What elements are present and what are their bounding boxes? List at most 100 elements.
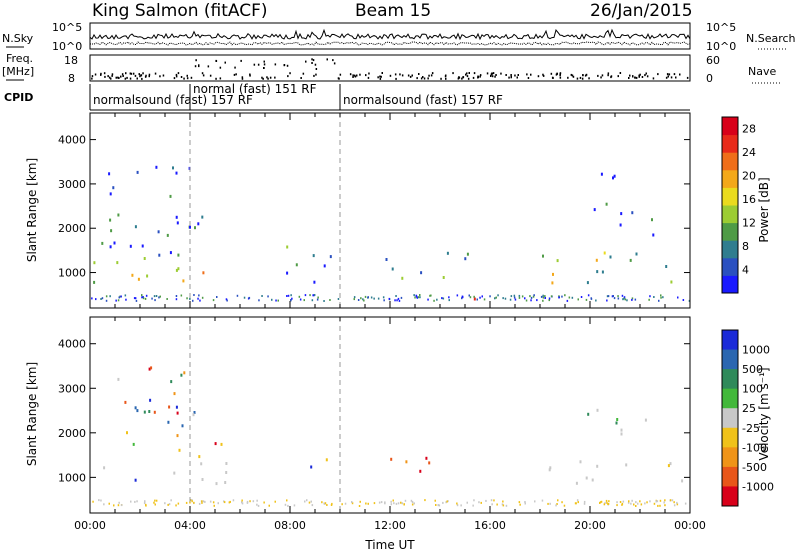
- y-tick-label: 1000: [58, 267, 86, 280]
- freq-mark: [91, 75, 94, 78]
- range-cell: [563, 504, 566, 507]
- range-cell: [385, 258, 388, 261]
- freq-mark: [125, 72, 127, 75]
- range-cell: [189, 297, 191, 300]
- freq-mark: [491, 72, 493, 75]
- freq-mark: [517, 74, 519, 76]
- range-cell: [199, 299, 201, 302]
- colorbar-tick-label: 25: [742, 402, 756, 415]
- range-cell: [596, 408, 599, 412]
- range-cell: [169, 194, 172, 198]
- range-cell: [456, 502, 458, 505]
- range-cell: [660, 294, 662, 297]
- range-cell: [286, 271, 289, 275]
- range-cell: [435, 504, 437, 506]
- range-cell: [263, 501, 265, 504]
- range-cell: [148, 410, 151, 413]
- freq-mark: [445, 77, 447, 80]
- freq-mark: [352, 74, 354, 77]
- range-cell: [198, 502, 201, 505]
- range-cell: [513, 296, 516, 299]
- freq-mark: [494, 75, 496, 78]
- range-cell: [105, 295, 108, 298]
- range-cell: [416, 296, 419, 299]
- freq-right-tick-top: 60: [706, 54, 720, 67]
- range-cell: [290, 299, 292, 302]
- colorbar-swatch: [722, 117, 738, 136]
- range-cell: [191, 500, 193, 503]
- range-cell: [144, 501, 146, 504]
- range-cell: [144, 297, 147, 300]
- range-cell: [556, 503, 558, 505]
- freq-mark: [104, 75, 106, 78]
- range-cell: [329, 299, 331, 301]
- freq-mark: [142, 72, 144, 75]
- range-cell: [177, 267, 180, 271]
- freq-mark: [190, 76, 193, 79]
- freq-mark: [103, 72, 106, 75]
- range-cell: [395, 295, 397, 297]
- colorbar-swatch: [722, 349, 738, 370]
- range-cell: [447, 500, 449, 503]
- range-cell: [533, 294, 535, 297]
- range-cell: [591, 478, 594, 482]
- freq-mark: [311, 62, 313, 64]
- range-cell: [428, 461, 431, 465]
- range-cell: [367, 502, 369, 505]
- range-cell: [303, 299, 305, 302]
- range-cell: [373, 297, 375, 300]
- range-cell: [321, 501, 323, 504]
- freq-mark: [148, 75, 150, 78]
- range-cell: [529, 295, 531, 298]
- range-cell: [267, 295, 269, 298]
- freq-mark: [579, 76, 582, 79]
- freq-mark: [527, 77, 530, 79]
- range-cell: [473, 297, 476, 301]
- freq-mark: [652, 77, 655, 80]
- range-cell: [413, 502, 415, 505]
- freq-mark: [154, 72, 157, 75]
- range-cell: [587, 412, 590, 416]
- range-cell: [103, 503, 105, 506]
- range-cell: [180, 294, 183, 297]
- freq-mark: [219, 66, 222, 69]
- range-cell: [287, 294, 290, 297]
- range-cell: [493, 499, 495, 502]
- range-cell: [200, 462, 203, 466]
- freq-mark: [394, 73, 397, 76]
- noise-right-tick-bottom: 10^0: [706, 40, 736, 53]
- range-cell: [129, 244, 132, 248]
- freq-mark: [559, 72, 562, 75]
- range-cell: [595, 258, 598, 262]
- range-cell: [490, 499, 493, 502]
- range-cell: [236, 294, 239, 297]
- y-tick-label: 2000: [58, 222, 86, 235]
- range-cell: [141, 244, 144, 248]
- freq-mark: [120, 75, 122, 78]
- range-cell: [304, 500, 306, 503]
- freq-mark: [641, 76, 644, 78]
- freq-panel-frame: [89, 54, 691, 82]
- range-cell: [677, 296, 679, 299]
- range-cell: [532, 295, 535, 298]
- range-cell: [118, 501, 120, 504]
- range-cell: [446, 500, 448, 503]
- range-cell: [606, 501, 608, 504]
- freq-mark: [136, 77, 138, 80]
- range-cell: [633, 503, 635, 506]
- range-cell: [154, 299, 156, 302]
- range-cell: [548, 299, 550, 302]
- range-cell: [223, 500, 225, 503]
- range-cell: [155, 499, 158, 502]
- freq-mark: [287, 75, 289, 78]
- range-cell: [109, 192, 112, 196]
- range-cell: [153, 295, 156, 298]
- range-cell: [351, 502, 354, 505]
- freq-mark: [617, 75, 619, 78]
- range-cell: [437, 504, 439, 507]
- range-cell: [202, 271, 205, 275]
- velocity-colorbar: 1000 500 100 25 -25 -100 -500 -1000: [721, 329, 774, 507]
- range-cell: [175, 268, 178, 272]
- range-cell: [192, 299, 194, 302]
- range-cell: [136, 170, 139, 174]
